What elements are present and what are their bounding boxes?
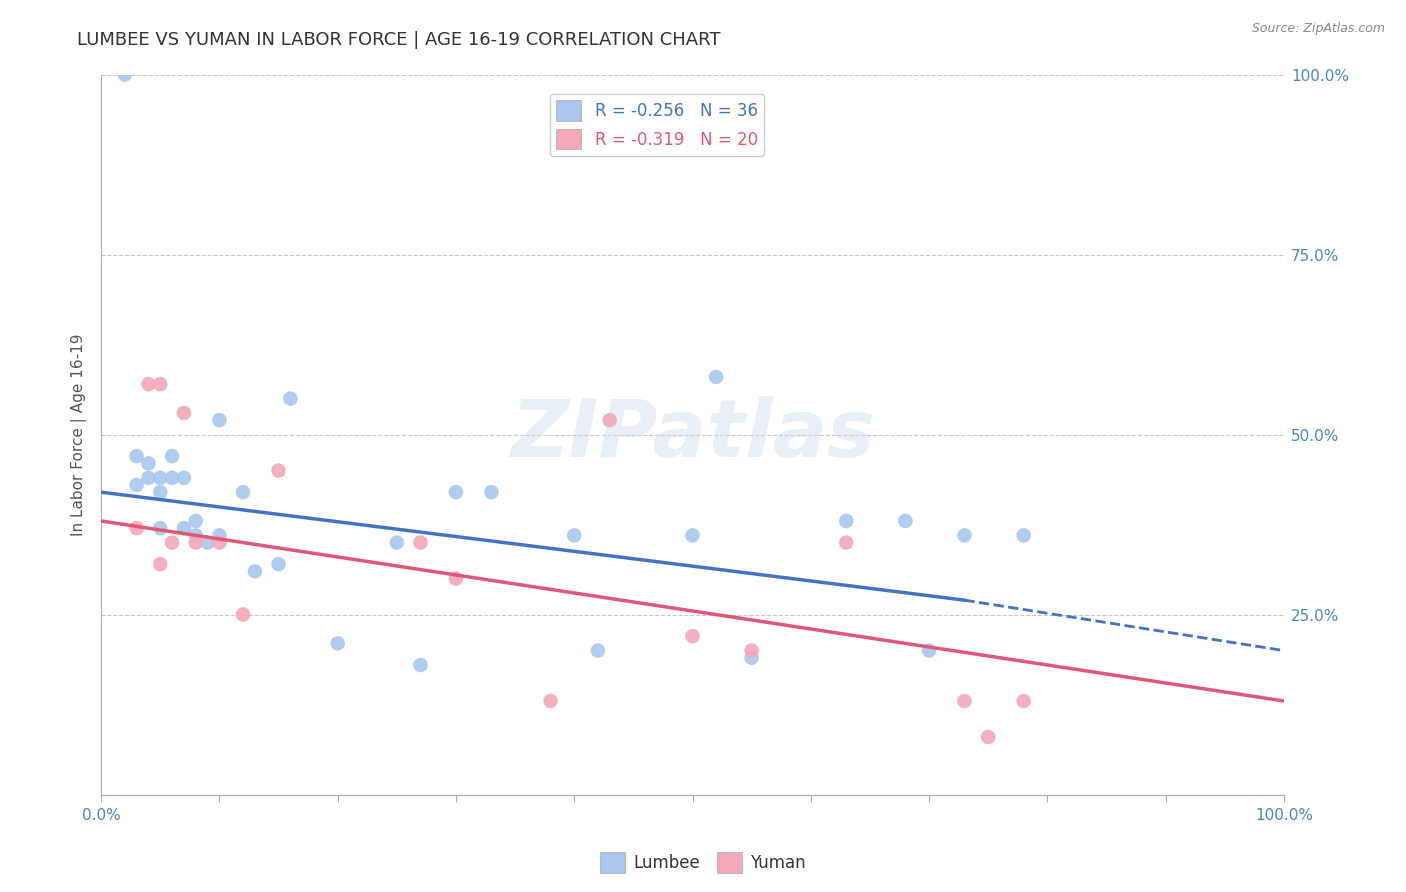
Point	[409, 657, 432, 672]
Point	[208, 535, 231, 549]
Text: Source: ZipAtlas.com: Source: ZipAtlas.com	[1251, 22, 1385, 36]
Point	[173, 521, 195, 535]
Point	[197, 535, 219, 549]
Point	[149, 485, 172, 500]
Point	[267, 557, 290, 571]
Point	[894, 514, 917, 528]
Point	[184, 514, 207, 528]
Point	[599, 413, 621, 427]
Point	[540, 694, 562, 708]
Point	[149, 471, 172, 485]
Text: LUMBEE VS YUMAN IN LABOR FORCE | AGE 16-19 CORRELATION CHART: LUMBEE VS YUMAN IN LABOR FORCE | AGE 16-…	[77, 31, 721, 49]
Point	[173, 471, 195, 485]
Point	[149, 557, 172, 571]
Point	[481, 485, 503, 500]
Point	[1012, 528, 1035, 542]
Point	[280, 392, 302, 406]
Point	[138, 456, 160, 470]
Point	[125, 521, 148, 535]
Point	[326, 636, 349, 650]
Point	[184, 535, 207, 549]
Point	[953, 528, 976, 542]
Point	[953, 694, 976, 708]
Point	[160, 471, 183, 485]
Point	[173, 406, 195, 420]
Point	[741, 643, 763, 657]
Point	[232, 485, 254, 500]
Y-axis label: In Labor Force | Age 16-19: In Labor Force | Age 16-19	[72, 334, 87, 536]
Point	[138, 471, 160, 485]
Point	[232, 607, 254, 622]
Text: ZIPatlas: ZIPatlas	[510, 395, 875, 474]
Point	[918, 643, 941, 657]
Point	[267, 464, 290, 478]
Point	[149, 377, 172, 392]
Point	[114, 68, 136, 82]
Point	[125, 449, 148, 463]
Point	[208, 528, 231, 542]
Point	[835, 514, 858, 528]
Legend: R = -0.256   N = 36, R = -0.319   N = 20: R = -0.256 N = 36, R = -0.319 N = 20	[550, 94, 765, 156]
Point	[208, 413, 231, 427]
Point	[977, 730, 1000, 744]
Point	[149, 521, 172, 535]
Point	[704, 370, 727, 384]
Point	[444, 485, 467, 500]
Legend: Lumbee, Yuman: Lumbee, Yuman	[593, 846, 813, 880]
Point	[138, 377, 160, 392]
Point	[835, 535, 858, 549]
Point	[586, 643, 609, 657]
Point	[562, 528, 585, 542]
Point	[184, 528, 207, 542]
Point	[409, 535, 432, 549]
Point	[682, 629, 704, 643]
Point	[125, 478, 148, 492]
Point	[385, 535, 408, 549]
Point	[682, 528, 704, 542]
Point	[741, 650, 763, 665]
Point	[1012, 694, 1035, 708]
Point	[243, 565, 266, 579]
Point	[160, 535, 183, 549]
Point	[444, 572, 467, 586]
Point	[160, 449, 183, 463]
